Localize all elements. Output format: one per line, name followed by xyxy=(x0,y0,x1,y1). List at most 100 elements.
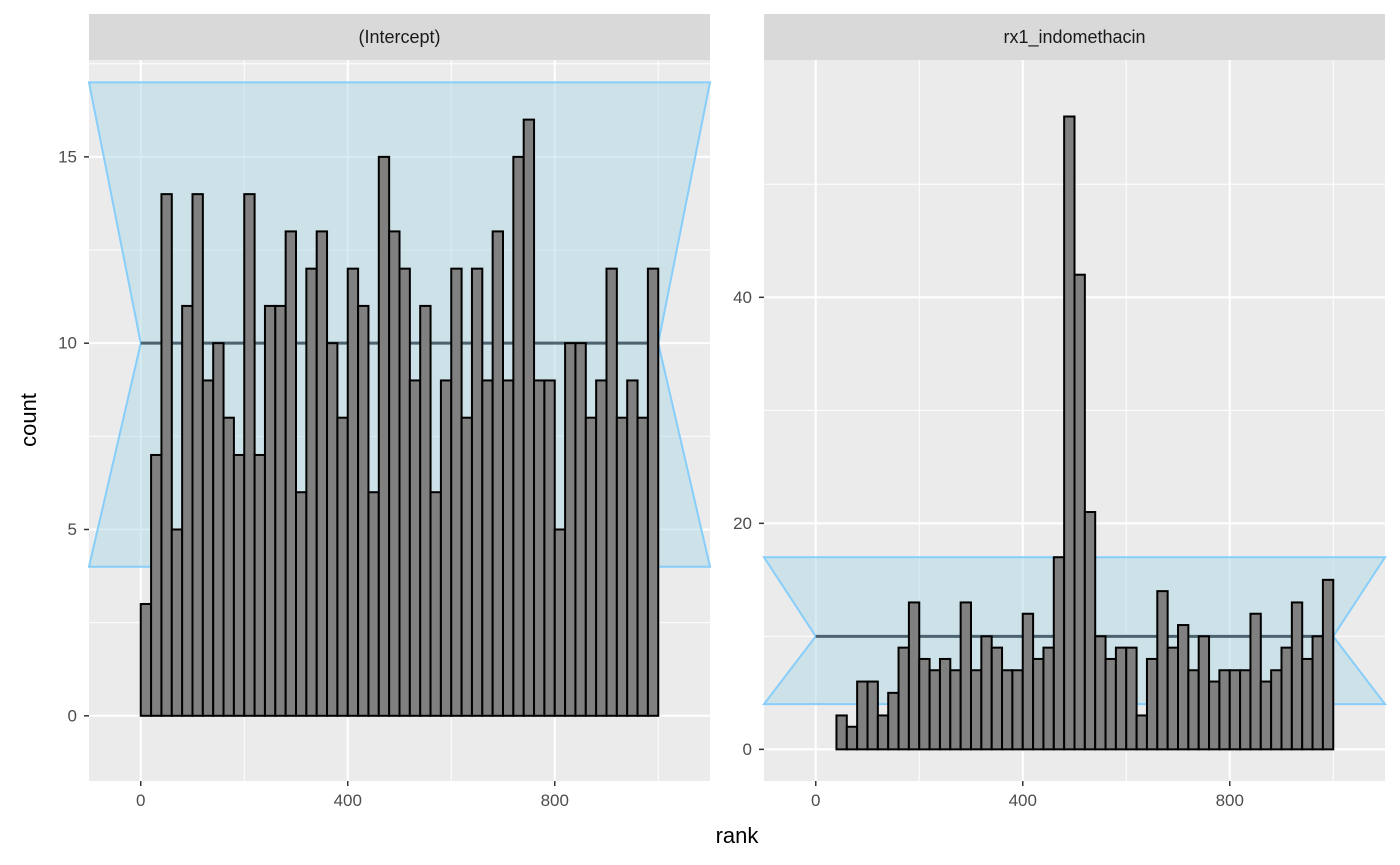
y-axis-ticks: 0 5 10 15 xyxy=(58,147,77,725)
histogram-bar xyxy=(990,646,1004,751)
histogram-bar xyxy=(907,601,921,751)
histogram-bar xyxy=(574,342,587,717)
facet-panel-rx1-indomethacin: rx1_indomethacin 0 400 800 0 20 40 xyxy=(733,14,1388,810)
histogram-bar xyxy=(1001,669,1014,751)
histogram-bar xyxy=(439,379,453,717)
strip-label: rx1_indomethacin xyxy=(1003,27,1145,48)
x-tick-label: 800 xyxy=(1216,791,1244,810)
histogram-bar xyxy=(1249,612,1262,751)
histogram-bar xyxy=(1270,669,1283,751)
strip-label: (Intercept) xyxy=(358,27,440,47)
y-tick-label: 5 xyxy=(68,520,77,539)
histogram-bar xyxy=(938,657,952,751)
histogram-bar xyxy=(1052,556,1066,751)
histogram-bar xyxy=(897,646,910,751)
x-tick-label: 400 xyxy=(1009,791,1037,810)
histogram-bar xyxy=(1145,657,1159,751)
histogram-bar xyxy=(1083,511,1097,751)
axis-tick-marks xyxy=(759,296,1231,786)
y-axis-title: count xyxy=(16,393,41,447)
histogram-bar xyxy=(584,416,598,717)
histogram-bar xyxy=(1228,669,1242,751)
histogram-bar xyxy=(201,379,215,717)
histogram-bar xyxy=(502,379,515,717)
x-tick-label: 800 xyxy=(541,791,569,810)
histogram-bar xyxy=(346,267,360,717)
histogram-bar xyxy=(481,379,494,717)
histogram-bar xyxy=(181,304,194,717)
histogram-bar xyxy=(533,379,546,717)
y-tick-label: 40 xyxy=(733,288,752,307)
histogram-bar xyxy=(1239,669,1252,751)
histogram-bar xyxy=(1032,657,1045,751)
x-tick-label: 0 xyxy=(811,791,820,810)
histogram-bar xyxy=(357,304,370,717)
histogram-bar xyxy=(1011,669,1024,751)
histogram-bar xyxy=(1125,646,1138,751)
histogram-bar xyxy=(1259,680,1273,751)
histogram-bar xyxy=(980,635,993,751)
histogram-bar xyxy=(1114,646,1128,751)
histogram-bar xyxy=(305,267,318,717)
histogram-bar xyxy=(1321,578,1335,751)
histogram-bar xyxy=(160,193,173,717)
histogram-bar xyxy=(491,230,504,717)
x-axis-ticks: 0 400 800 xyxy=(811,791,1244,810)
histogram-bar xyxy=(1042,646,1055,751)
histogram-bar xyxy=(636,416,649,717)
histogram-bar xyxy=(856,680,869,751)
histogram-bar xyxy=(949,669,962,751)
histogram-bar xyxy=(377,155,391,717)
histogram-bar xyxy=(336,416,349,717)
histogram-bar xyxy=(553,528,567,717)
histogram-bar xyxy=(326,342,339,717)
histogram-bar xyxy=(605,267,618,717)
histogram-bar xyxy=(367,491,380,717)
histogram-bar xyxy=(1290,601,1304,751)
histogram-bar xyxy=(1156,590,1169,751)
y-axis-ticks: 0 20 40 xyxy=(733,288,752,759)
histogram-bar xyxy=(876,714,890,751)
histogram-bar xyxy=(1208,680,1221,751)
histogram-bar xyxy=(232,453,246,717)
x-tick-label: 400 xyxy=(334,791,362,810)
y-tick-label: 0 xyxy=(68,706,77,725)
histogram-bar xyxy=(959,601,973,751)
y-tick-label: 15 xyxy=(58,147,77,166)
strip-background xyxy=(89,14,710,60)
histogram-bar xyxy=(460,416,473,717)
histogram-bar xyxy=(615,416,629,717)
histogram-bar xyxy=(887,691,900,751)
histogram-bar xyxy=(398,267,411,717)
histogram-bar xyxy=(429,491,442,717)
histogram-bar xyxy=(845,725,859,751)
axis-tick-marks xyxy=(84,156,556,786)
histogram-bar xyxy=(564,342,577,717)
histogram-bar xyxy=(274,304,287,717)
histogram-bar xyxy=(191,193,204,717)
histogram-bars xyxy=(835,115,1335,751)
histogram-bar xyxy=(970,669,983,751)
histogram-bar xyxy=(419,304,432,717)
histogram-bar xyxy=(1021,612,1035,751)
histogram-bar xyxy=(1301,657,1314,751)
histogram-bar xyxy=(1104,657,1117,751)
histogram-bar xyxy=(1094,635,1107,751)
histogram-bar xyxy=(1187,669,1200,751)
histogram-bar xyxy=(243,193,256,717)
histogram-bar xyxy=(388,230,401,717)
x-axis-title: rank xyxy=(716,823,760,848)
y-tick-label: 0 xyxy=(743,740,752,759)
histogram-bar xyxy=(408,379,422,717)
histogram-bar xyxy=(1177,624,1190,751)
histogram-bar xyxy=(543,379,556,717)
histogram-bar xyxy=(835,714,848,751)
histogram-bar xyxy=(222,416,235,717)
histogram-bar xyxy=(646,267,660,717)
histogram-bar xyxy=(450,267,463,717)
histogram-bar xyxy=(170,528,184,717)
histogram-bar xyxy=(626,379,639,717)
histogram-bar xyxy=(470,267,484,717)
histogram-bar xyxy=(1311,635,1324,751)
